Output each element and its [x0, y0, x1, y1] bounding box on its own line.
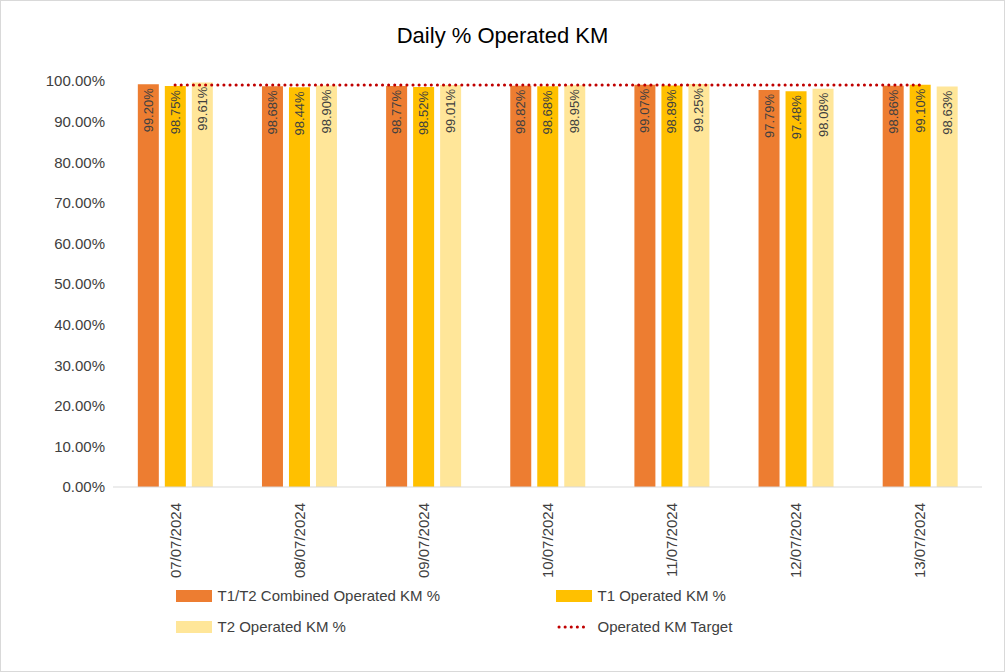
svg-text:98.82%: 98.82%: [513, 89, 528, 134]
html-text:T1/T2 Combined Operated KM %: T1/T2 Combined Operated KM %: [217, 587, 441, 604]
svg-text:40.00%: 40.00%: [54, 316, 105, 333]
svg-text:98.08%: 98.08%: [816, 92, 831, 137]
svg-text:98.95%: 98.95%: [567, 89, 582, 134]
svg-text:12/07/2024: 12/07/2024: [787, 503, 804, 578]
svg-text:99.25%: 99.25%: [691, 88, 706, 133]
html-text:T1 Operated KM %: T1 Operated KM %: [597, 587, 726, 604]
svg-text:98.44%: 98.44%: [292, 91, 307, 136]
svg-text:98.75%: 98.75%: [168, 90, 183, 135]
svg-text:20.00%: 20.00%: [54, 397, 105, 414]
html-text:Operated KM Target: Operated KM Target: [597, 618, 733, 635]
svg-text:98.68%: 98.68%: [540, 90, 555, 135]
svg-text:13/07/2024: 13/07/2024: [911, 503, 928, 578]
svg-text:10.00%: 10.00%: [54, 438, 105, 455]
svg-text:09/07/2024: 09/07/2024: [415, 503, 432, 578]
svg-text:11/07/2024: 11/07/2024: [663, 503, 680, 577]
svg-text:99.10%: 99.10%: [913, 88, 928, 133]
svg-text:30.00%: 30.00%: [54, 357, 105, 374]
svg-text:99.01%: 99.01%: [443, 89, 458, 134]
svg-text:08/07/2024: 08/07/2024: [291, 503, 308, 578]
svg-text:98.68%: 98.68%: [265, 90, 280, 135]
svg-text:98.77%: 98.77%: [389, 90, 404, 135]
svg-text:90.00%: 90.00%: [54, 113, 105, 130]
svg-text:07/07/2024: 07/07/2024: [167, 503, 184, 578]
svg-text:60.00%: 60.00%: [54, 235, 105, 252]
svg-text:50.00%: 50.00%: [54, 275, 105, 292]
svg-text:80.00%: 80.00%: [54, 154, 105, 171]
svg-text:0.00%: 0.00%: [62, 478, 105, 495]
svg-text:97.79%: 97.79%: [762, 94, 777, 139]
svg-text:98.90%: 98.90%: [319, 89, 334, 134]
html-text:Daily % Operated KM: Daily % Operated KM: [396, 23, 609, 48]
svg-text:70.00%: 70.00%: [54, 194, 105, 211]
svg-text:98.52%: 98.52%: [416, 91, 431, 136]
svg-text:10/07/2024: 10/07/2024: [539, 503, 556, 578]
svg-text:99.61%: 99.61%: [195, 86, 210, 131]
svg-text:97.48%: 97.48%: [789, 95, 804, 140]
svg-text:100.00%: 100.00%: [46, 72, 105, 89]
svg-text:98.89%: 98.89%: [664, 89, 679, 134]
svg-text:98.63%: 98.63%: [940, 90, 955, 135]
svg-text:98.86%: 98.86%: [886, 89, 901, 134]
svg-text:99.20%: 99.20%: [141, 88, 156, 133]
svg-text:99.07%: 99.07%: [637, 88, 652, 133]
html-text:T2 Operated KM %: T2 Operated KM %: [217, 618, 346, 635]
